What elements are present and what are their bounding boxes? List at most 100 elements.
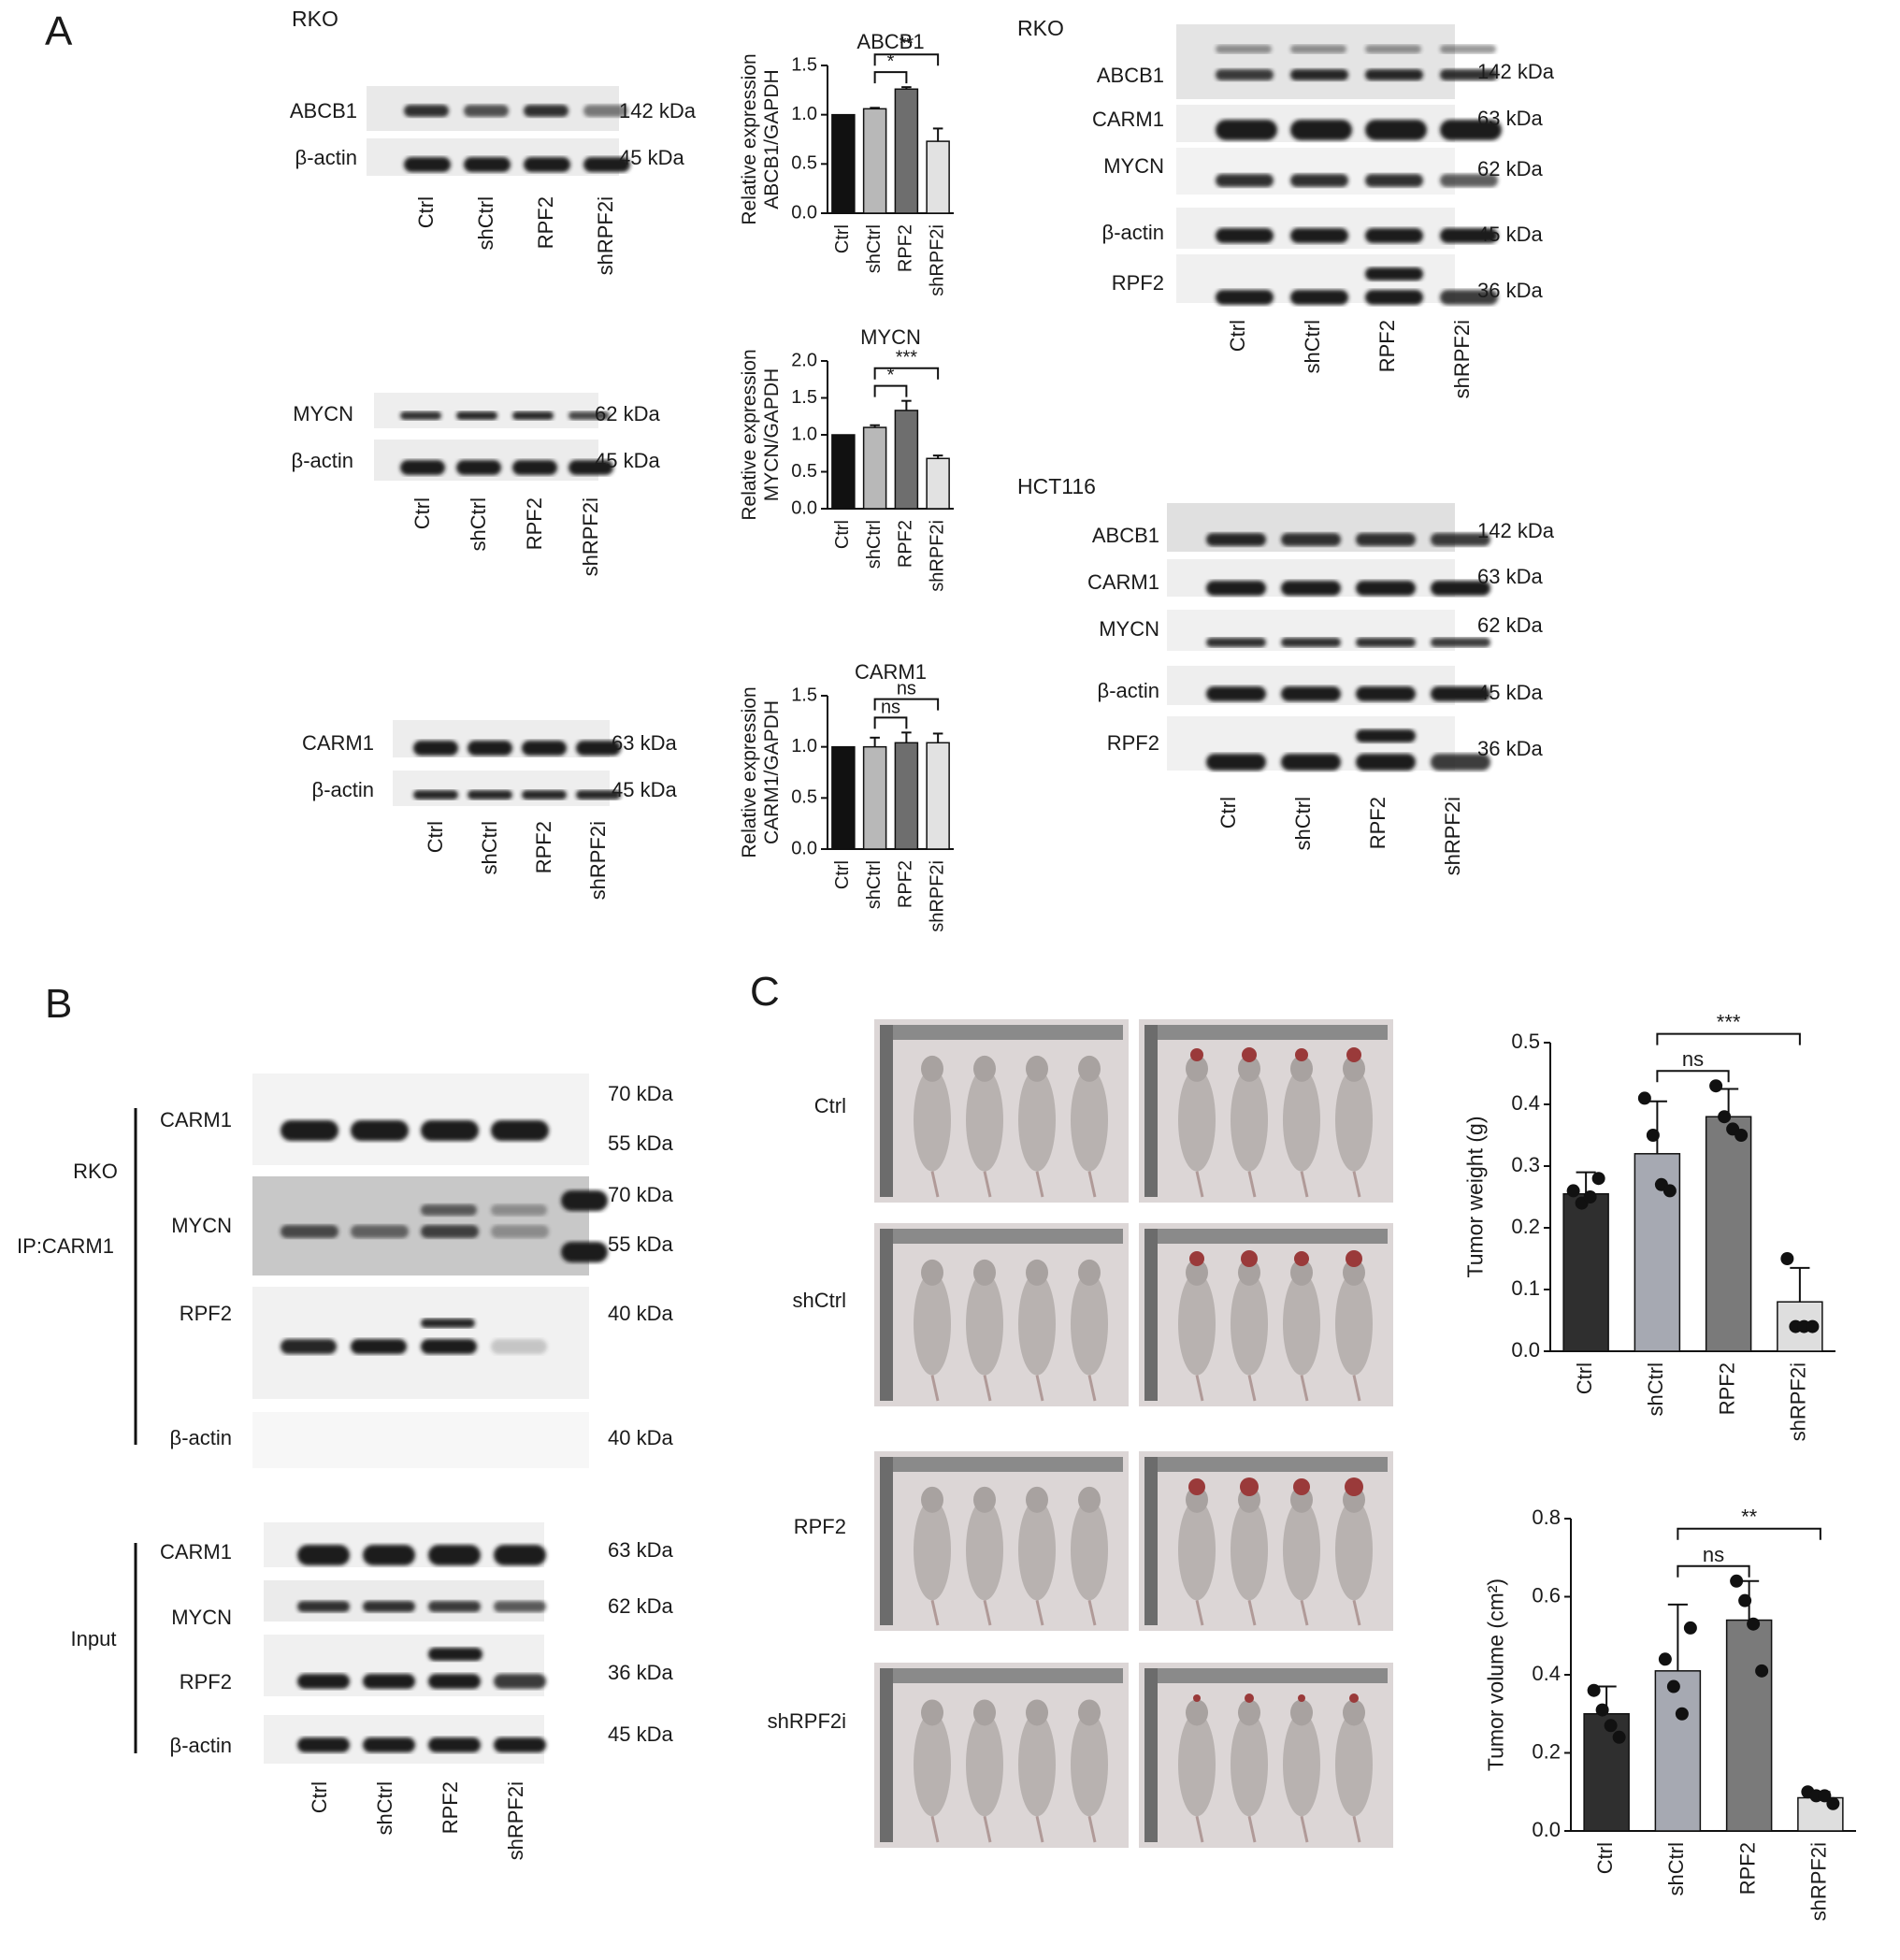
blot-band: [576, 741, 621, 756]
blot-band: [1365, 290, 1423, 305]
band-row: [297, 1674, 546, 1689]
blot-band: [468, 741, 512, 756]
blot-band: [1290, 69, 1348, 80]
mouse-head: [921, 1259, 943, 1286]
lane-label: Ctrl: [414, 196, 438, 228]
blot-band: [494, 1674, 546, 1689]
data-point: [1780, 1252, 1794, 1265]
y-tick-label: 2.0: [791, 350, 817, 370]
mouse-head: [1026, 1486, 1048, 1513]
mouse-head: [1078, 1259, 1101, 1286]
x-tick-label: shCtrl: [864, 224, 885, 273]
data-point: [1591, 1172, 1605, 1186]
ruler: [880, 1457, 893, 1625]
blot-band: [524, 105, 569, 117]
ruler: [880, 1229, 893, 1401]
mouse-tail: [1087, 1171, 1097, 1198]
lane-labels: Ctrl shCtrl RPF2 shRPF2i: [1226, 320, 1474, 398]
mouse: [914, 1499, 951, 1601]
bar: [1583, 1713, 1630, 1832]
data-point: [1818, 1789, 1832, 1803]
band-row: [1206, 754, 1490, 771]
blot-row-label: β-actin: [1098, 679, 1159, 702]
blot-band: [404, 157, 451, 172]
bar: [1705, 1116, 1752, 1352]
blot-band: [1206, 638, 1266, 647]
y-tick-label: 0.4: [1532, 1662, 1561, 1685]
input-row-label: RPF2: [180, 1670, 232, 1693]
mouse-head: [1078, 1486, 1101, 1513]
blot-band: [524, 157, 570, 172]
band-row: [400, 460, 613, 475]
mouse-head: [973, 1259, 996, 1286]
chart-title: MYCN: [860, 325, 921, 349]
blot-band: [1216, 45, 1272, 53]
blot-band: [1206, 533, 1266, 546]
blot-band: [428, 1674, 481, 1689]
tumor: [1190, 1048, 1203, 1061]
blot-row-label: RPF2: [1112, 271, 1164, 295]
blot-band: [351, 1339, 407, 1354]
kda-label: 45 kDa: [612, 778, 677, 801]
mouse-head: [973, 1486, 996, 1513]
blot-band: [1365, 174, 1423, 187]
tumor: [1293, 1478, 1310, 1495]
band-row: [1216, 120, 1502, 140]
kda-label: 62 kDa: [608, 1594, 673, 1618]
bar: [862, 426, 887, 510]
lane-labels: Ctrl shCtrl RPF2 shRPF2i: [308, 1781, 527, 1860]
data-point: [1675, 1707, 1689, 1721]
significance-label: ***: [1717, 1011, 1741, 1034]
blot-row-label: ABCB1: [1092, 524, 1159, 547]
tumor: [1188, 1478, 1205, 1495]
mouse-tail: [1195, 1375, 1204, 1402]
tumor: [1298, 1694, 1305, 1702]
lane-label: RPF2: [534, 196, 557, 249]
data-point: [1747, 1617, 1761, 1631]
mouse-head: [921, 1055, 943, 1082]
tumor: [1295, 1048, 1308, 1061]
significance-bracket: [1677, 1527, 1821, 1540]
mouse: [1231, 1068, 1268, 1172]
bar-chart-tumor-volume: 0.0 0.2 0.4 0.6 0.8 Tumor volume (cm²) Ctrl shC…: [1483, 1506, 1856, 1921]
x-tick-label: RPF2: [1715, 1362, 1738, 1415]
blot-band: [1356, 686, 1416, 701]
chart-title: CARM1: [855, 660, 927, 684]
lane-label: Ctrl: [1226, 320, 1249, 352]
data-point: [1683, 1621, 1697, 1635]
data-point: [1658, 1652, 1672, 1666]
blot-band: [363, 1674, 415, 1689]
y-tick-label: 0.5: [791, 153, 817, 174]
mouse-head: [1290, 1259, 1313, 1286]
data-point: [1637, 1091, 1651, 1105]
significance-bracket: [873, 71, 908, 84]
blot-band: [1216, 120, 1277, 140]
blot-band: [491, 1225, 549, 1238]
blot-band: [1356, 638, 1416, 647]
blot-band: [1365, 69, 1423, 80]
panel-letter-c: C: [750, 969, 780, 1015]
band-row: [1206, 533, 1490, 546]
blot-band: [363, 1601, 415, 1612]
bar-chart-carm1: 0.0 0.5 1.0 1.5 Relative expressionCARM1/GAP…: [739, 660, 954, 932]
bar: [831, 745, 856, 850]
ruler: [880, 1025, 893, 1197]
lane-labels: Ctrl shCtrl RPF2 shRPF2i: [414, 196, 617, 275]
band-row: [1216, 228, 1498, 243]
lane-labels: Ctrl shCtrl RPF2 shRPF2i: [410, 497, 602, 576]
mouse-head: [1026, 1055, 1048, 1082]
mouse-tail: [930, 1600, 940, 1626]
band-row: [404, 157, 630, 172]
lane-label: shRPF2i: [504, 1781, 527, 1860]
lane-label: shRPF2i: [594, 196, 617, 275]
blot-band: [1290, 120, 1352, 140]
lane-label: Ctrl: [410, 497, 434, 529]
mouse-head: [1026, 1259, 1048, 1286]
mouse-head: [1238, 1055, 1260, 1082]
bar: [926, 742, 950, 850]
ruler: [880, 1457, 1123, 1472]
significance-bracket: [873, 53, 940, 66]
photo-row-label: Ctrl: [814, 1094, 846, 1117]
blot-band: [561, 1190, 608, 1211]
mouse-tail: [1035, 1600, 1044, 1626]
